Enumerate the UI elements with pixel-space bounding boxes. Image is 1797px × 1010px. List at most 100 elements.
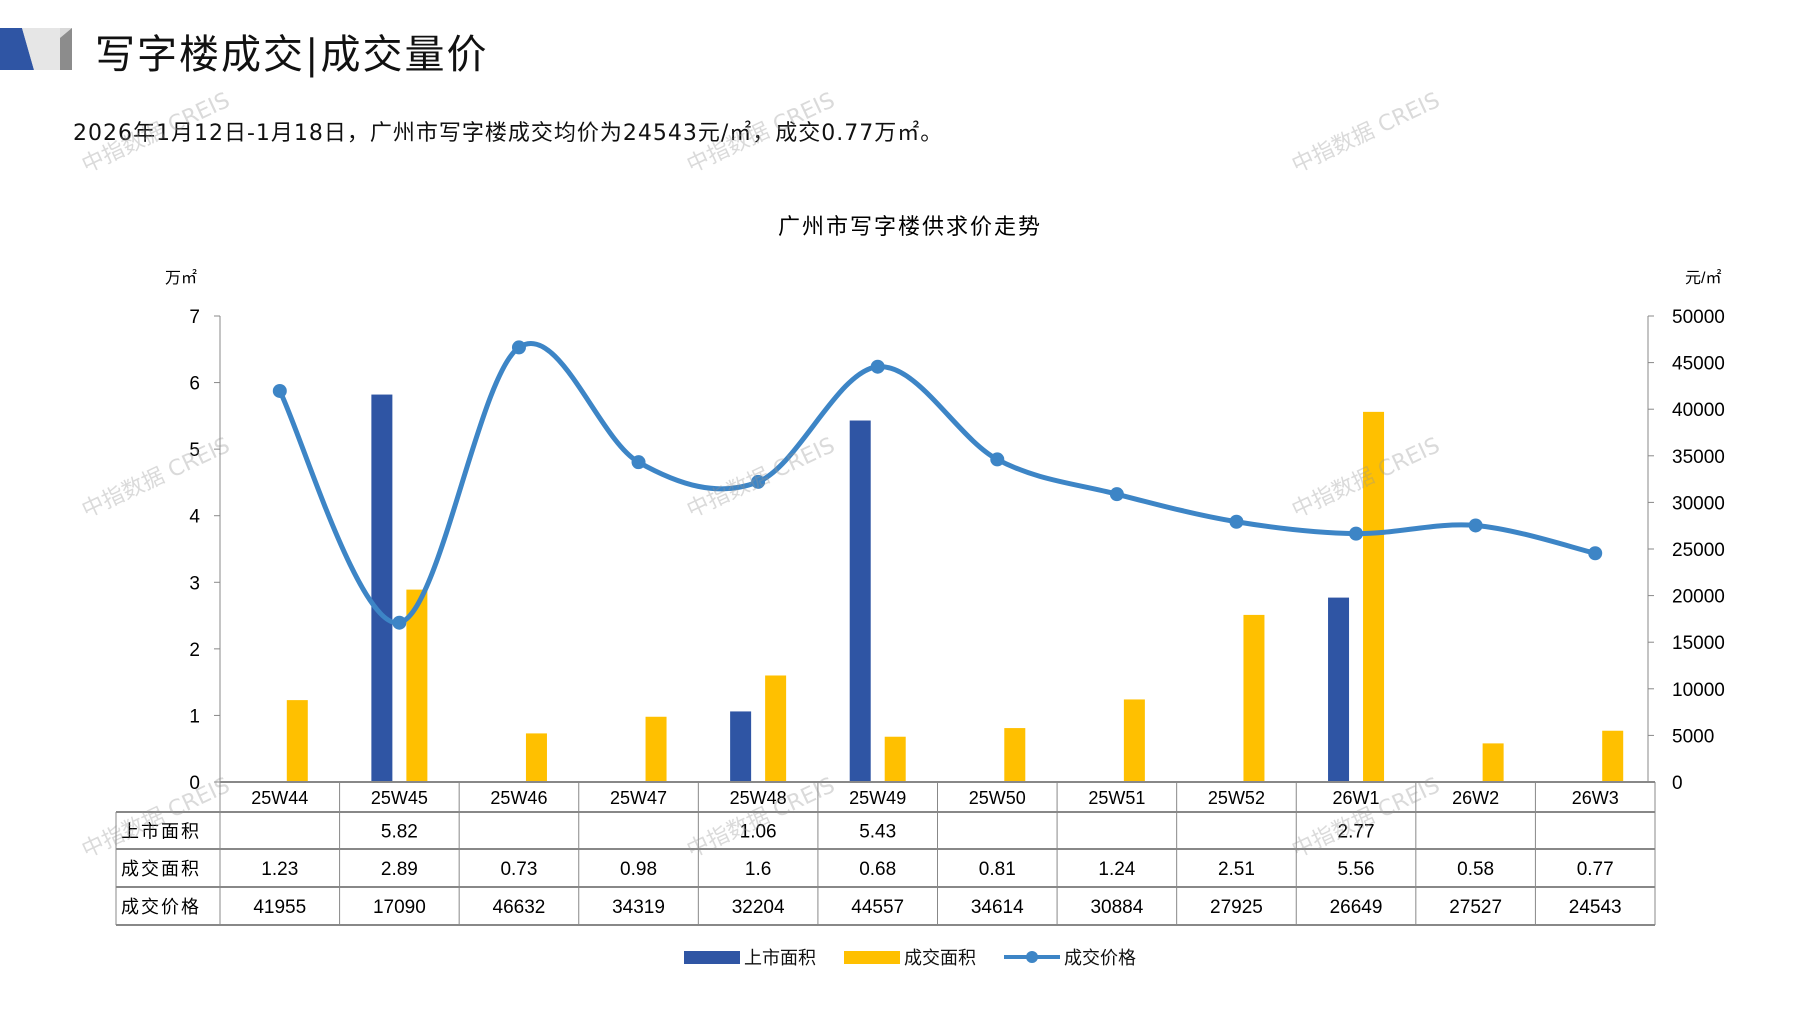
right-tick-label: 40000 <box>1672 400 1725 421</box>
legend-line-marker-icon <box>1004 951 1060 963</box>
left-tick-label: 6 <box>189 374 200 395</box>
price-point <box>392 615 407 630</box>
right-tick-label: 20000 <box>1672 587 1725 608</box>
right-tick-label: 5000 <box>1672 726 1714 747</box>
left-tick-label: 2 <box>189 640 200 661</box>
right-tick-label: 10000 <box>1672 680 1725 701</box>
price-point <box>631 455 646 470</box>
table-row-label: 成交价格 <box>121 897 201 917</box>
table-cell: 27527 <box>1449 897 1502 918</box>
table-cell: 34319 <box>612 897 665 918</box>
table-cell: 27925 <box>1210 897 1263 918</box>
table-cell: 30884 <box>1090 897 1143 918</box>
table-cell: 46632 <box>493 897 546 918</box>
table-cell: 26649 <box>1330 897 1383 918</box>
table-cell: 5.82 <box>381 822 418 843</box>
table-cell: 0.98 <box>620 859 657 880</box>
header-logo-icon <box>0 28 72 70</box>
table-header-cell: 25W44 <box>251 788 308 808</box>
bar-deal-area <box>1004 728 1026 782</box>
bar-supply <box>1328 597 1350 782</box>
left-axis-unit: 万㎡ <box>165 269 197 287</box>
left-tick-label: 0 <box>189 773 200 794</box>
table-cell: 5.56 <box>1338 859 1375 880</box>
price-point <box>990 452 1005 467</box>
table-cell: 1.6 <box>745 859 771 880</box>
table-row-label: 上市面积 <box>121 822 201 842</box>
legend-swatch <box>844 950 900 964</box>
price-point <box>1588 546 1603 561</box>
table-header-cell: 25W45 <box>371 788 428 808</box>
bar-deal-area <box>1482 743 1504 782</box>
price-point <box>1229 514 1244 529</box>
table-cell: 2.89 <box>381 859 418 880</box>
table-cell: 32204 <box>732 897 785 918</box>
right-tick-label: 0 <box>1672 773 1683 794</box>
left-tick-label: 7 <box>189 307 200 328</box>
table-header-cell: 25W52 <box>1208 788 1265 808</box>
legend-item-deal-area[interactable]: 成交面积 <box>844 944 976 970</box>
table-cell: 5.43 <box>859 822 896 843</box>
table-cell: 0.73 <box>500 859 537 880</box>
table-cell: 17090 <box>373 897 426 918</box>
table-cell: 0.58 <box>1457 859 1494 880</box>
table-header-cell: 25W46 <box>490 788 547 808</box>
summary-text: 2026年1月12日-1月18日，广州市写字楼成交均价为24543元/㎡，成交0… <box>73 121 944 146</box>
legend-swatch <box>684 950 740 964</box>
price-point <box>751 474 766 489</box>
right-tick-label: 45000 <box>1672 354 1725 375</box>
left-tick-label: 4 <box>189 507 200 528</box>
price-point <box>1468 518 1483 533</box>
price-point <box>511 340 526 355</box>
bar-supply <box>371 394 393 782</box>
price-point <box>870 359 885 374</box>
legend-label: 成交面积 <box>904 948 976 969</box>
table-header-cell: 25W50 <box>969 788 1026 808</box>
table-cell: 2.77 <box>1338 822 1375 843</box>
bar-supply <box>849 420 871 782</box>
legend-label: 上市面积 <box>744 948 816 969</box>
bar-deal-area <box>1602 730 1624 782</box>
bar-deal-area <box>286 700 308 782</box>
legend-item-supply[interactable]: 上市面积 <box>684 944 816 970</box>
right-axis-unit: 元/㎡ <box>1685 269 1721 287</box>
table-header-cell: 26W3 <box>1572 788 1619 808</box>
bar-deal-area <box>645 716 667 782</box>
table-cell: 2.51 <box>1218 859 1255 880</box>
right-tick-label: 25000 <box>1672 540 1725 561</box>
table-header-cell: 25W49 <box>849 788 906 808</box>
table-cell: 0.77 <box>1577 859 1614 880</box>
left-tick-label: 3 <box>189 573 200 594</box>
bar-deal-area <box>765 675 787 782</box>
bar-deal-area <box>525 733 547 782</box>
bar-deal-area <box>406 589 428 782</box>
left-tick-label: 1 <box>189 706 200 727</box>
right-tick-label: 30000 <box>1672 493 1725 514</box>
table-header-cell: 25W47 <box>610 788 667 808</box>
bar-deal-area <box>884 736 906 782</box>
table-cell: 0.81 <box>979 859 1016 880</box>
price-point <box>272 383 287 398</box>
price-point <box>1349 526 1364 541</box>
left-tick-label: 5 <box>189 440 200 461</box>
table-cell: 41955 <box>253 897 306 918</box>
right-tick-label: 35000 <box>1672 447 1725 468</box>
table-header-cell: 26W1 <box>1333 788 1380 808</box>
table-cell: 1.24 <box>1098 859 1135 880</box>
bar-deal-area <box>1243 614 1265 782</box>
table-header-cell: 25W48 <box>730 788 787 808</box>
table-cell: 44557 <box>851 897 904 918</box>
price-point <box>1109 487 1124 502</box>
table-header-cell: 25W51 <box>1088 788 1145 808</box>
page-title: 写字楼成交|成交量价 <box>95 32 489 78</box>
table-row-label: 成交面积 <box>121 859 201 879</box>
bar-supply <box>730 711 752 782</box>
right-tick-label: 50000 <box>1672 307 1725 328</box>
table-cell: 0.68 <box>859 859 896 880</box>
legend-label: 成交价格 <box>1064 948 1136 969</box>
legend-item-price[interactable]: 成交价格 <box>1004 944 1136 970</box>
table-cell: 24543 <box>1569 897 1622 918</box>
table-cell: 34614 <box>971 897 1024 918</box>
table-cell: 1.23 <box>261 859 298 880</box>
